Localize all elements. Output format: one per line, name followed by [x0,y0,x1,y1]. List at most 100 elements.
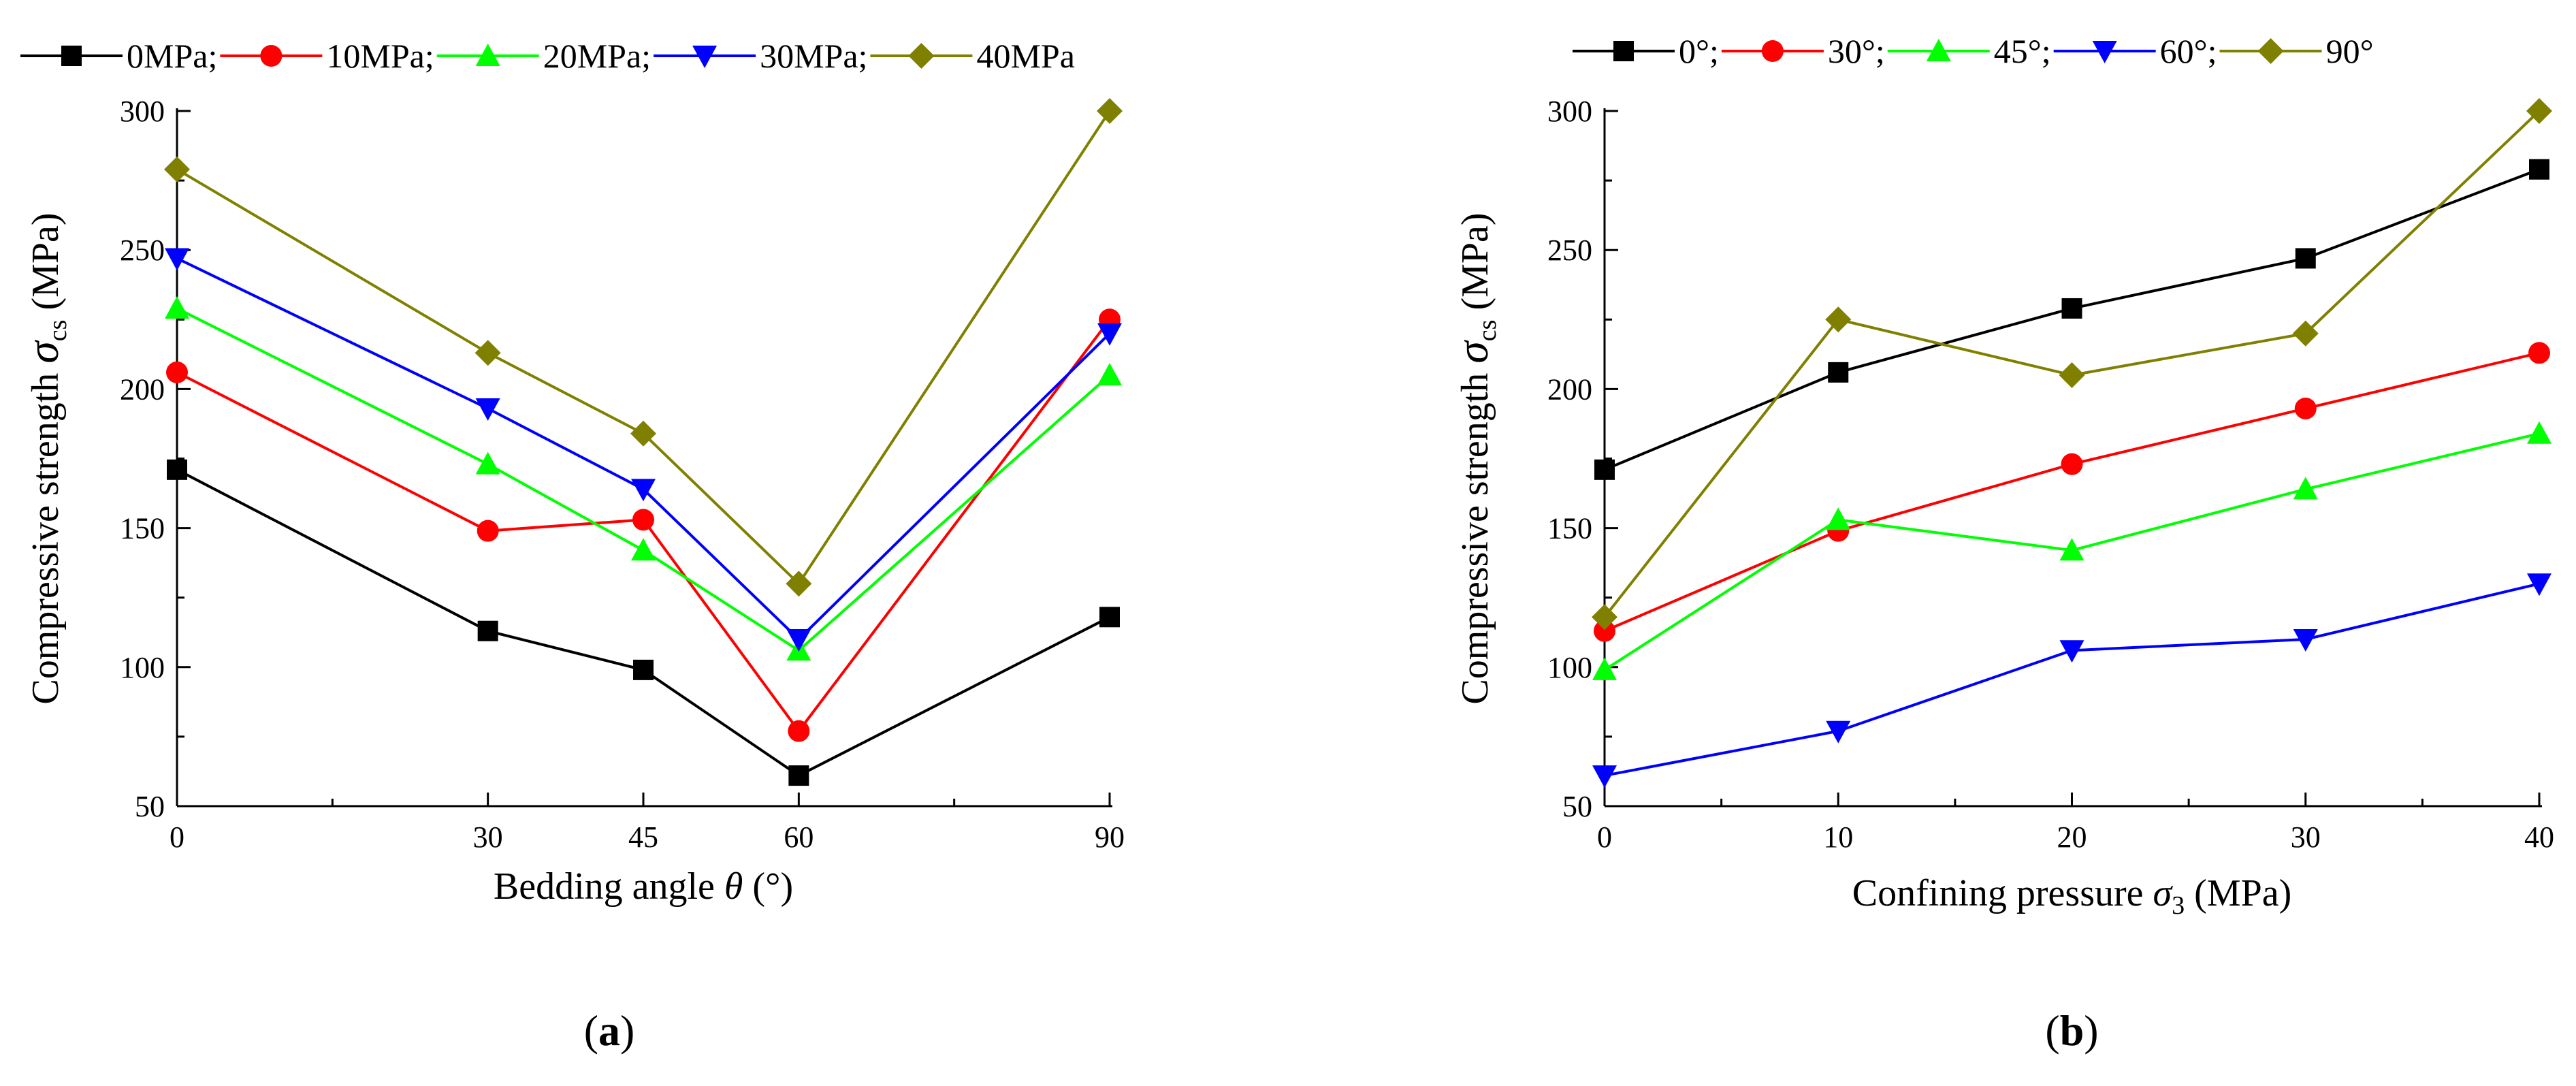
y-tick-label: 150 [1547,512,1592,545]
legend-label: 30MPa; [760,37,867,75]
data-point [786,571,812,597]
data-point [631,479,656,502]
panel-label-open: ( [2045,1006,2059,1055]
y-axis-label-subscript: cs [44,320,72,342]
series-3 [1592,573,2551,788]
legend-label: 10MPa; [326,37,434,75]
data-point [475,398,500,421]
series-0 [1594,159,2549,480]
data-point [1826,720,1851,744]
data-point [788,765,809,786]
data-point [1592,604,1617,630]
legend-marker [1761,40,1784,62]
legend-item: 0°; [1573,32,1719,70]
legend-item: 45°; [1887,32,2051,70]
data-point [477,520,499,542]
data-point [1592,657,1617,680]
data-point [166,361,188,383]
series-line [1604,351,2540,633]
x-tick-label: 45 [628,820,658,854]
x-tick-label: 40 [2524,820,2554,854]
data-point [165,248,189,271]
x-tick-label: 20 [2057,820,2087,854]
data-point [2528,342,2550,364]
legend-marker [1613,41,1634,61]
series-4 [164,98,1123,597]
data-point [2527,573,2551,596]
y-tick-label: 250 [1547,234,1592,267]
legend-label: 90° [2326,32,2374,70]
data-point [2293,628,2318,652]
legend-marker [908,43,935,69]
data-point [1097,98,1123,124]
series-2 [165,296,1122,661]
y-axis-label-text: Compressive strength [25,364,67,705]
x-tick-label: 30 [473,820,503,854]
data-point [631,538,656,561]
data-point [1099,607,1120,628]
y-axis-label-unit: (MPa) [25,212,67,319]
data-point [477,620,498,641]
legend-marker [260,45,283,67]
legend: 0MPa; 10MPa; 20MPa; 30MPa; 40MPa [20,37,1075,75]
y-axis-label: Compressive strength σcs (MPa) [1448,212,1502,704]
legend-item: 0MPa; [20,37,217,75]
series-line [176,257,1111,641]
panel-label: (b) [2045,1006,2098,1055]
data-point [2529,159,2549,180]
legend: 0°; 30°; 45°; 60°; 90° [1573,32,2374,70]
data-point [630,420,656,447]
legend-item: 20MPa; [436,37,651,75]
x-axis-label: Confining pressure σ3 (MPa) [1852,872,2291,920]
legend-label: 0MPa; [127,37,217,75]
y-tick-label: 50 [1562,790,1592,823]
data-point [1825,306,1852,333]
data-point [1594,620,1615,642]
y-tick-label: 100 [1547,651,1592,684]
panel-label-close: ) [620,1006,634,1055]
data-point [2061,298,2082,319]
x-tick-label: 10 [1823,820,1853,854]
series-line [1604,167,2540,471]
data-point [474,340,501,366]
y-axis-label: Compressive strength σcs (MPa) [18,212,72,704]
data-point [2294,397,2317,419]
data-point [2295,248,2316,269]
legend-label: 60°; [2160,32,2217,70]
data-point [2527,421,2551,444]
data-point [1826,507,1851,530]
x-tick-label: 90 [1095,820,1125,854]
chart-panel-b: 50 100 150 200 250 300 0 10 20 30 40 Confining pres… [1448,32,2554,1055]
y-axis-label-unit: (MPa) [1454,212,1496,319]
x-tick-label: 0 [1597,820,1612,854]
data-point [1592,765,1617,788]
panel-label-open: ( [584,1006,598,1055]
legend-marker [2092,41,2117,63]
legend-item: 90° [2219,32,2374,70]
x-tick-label: 60 [784,820,814,854]
legend-item: 30°; [1721,32,1885,70]
data-point [1828,362,1849,383]
y-axis-label-symbol: σ [1448,340,1498,364]
x-axis-label-text: Bedding angle [494,865,724,908]
x-axis-label-symbol: σ [2153,872,2174,914]
legend-item: 10MPa; [220,37,434,75]
legend-label: 45°; [1994,32,2051,70]
data-point [1097,323,1122,346]
x-axis-label-unit: (MPa) [2185,872,2291,914]
x-axis-label-text: Confining pressure [1852,872,2153,914]
legend-label: 40MPa [976,37,1074,75]
legend-item: 40MPa [870,37,1075,75]
data-point [2059,538,2084,561]
y-tick-label: 150 [120,512,165,545]
x-axis-label-subscript: 3 [2172,891,2185,920]
series-3 [165,248,1122,652]
y-tick-label: 200 [120,372,165,406]
legend-marker [475,44,500,66]
series-4 [1592,98,2552,630]
data-point [632,509,654,531]
legend-marker [692,46,718,68]
panel-label-close: ) [2084,1006,2098,1055]
data-point [788,720,810,742]
